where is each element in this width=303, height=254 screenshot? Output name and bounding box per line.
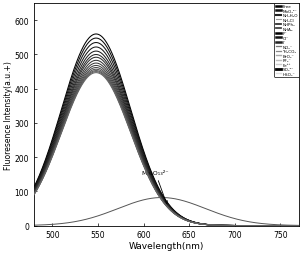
Text: Mo₄O₁₃²⁻: Mo₄O₁₃²⁻ [142,171,169,204]
X-axis label: Wavelength(nm): Wavelength(nm) [128,241,204,250]
Legend: Free, MoO₄²⁻, NH₄H₂O, NH₄Cl, NHPh₂, NHA₃, F⁻, Cl⁻, I⁻, NO₂⁻, ¹H₂CO₃, BrO₃⁻, PF₆⁻: Free, MoO₄²⁻, NH₄H₂O, NH₄Cl, NHPh₂, NHA₃… [275,4,299,77]
Y-axis label: Fluoresence Intensity(a.u.+): Fluoresence Intensity(a.u.+) [4,61,13,169]
